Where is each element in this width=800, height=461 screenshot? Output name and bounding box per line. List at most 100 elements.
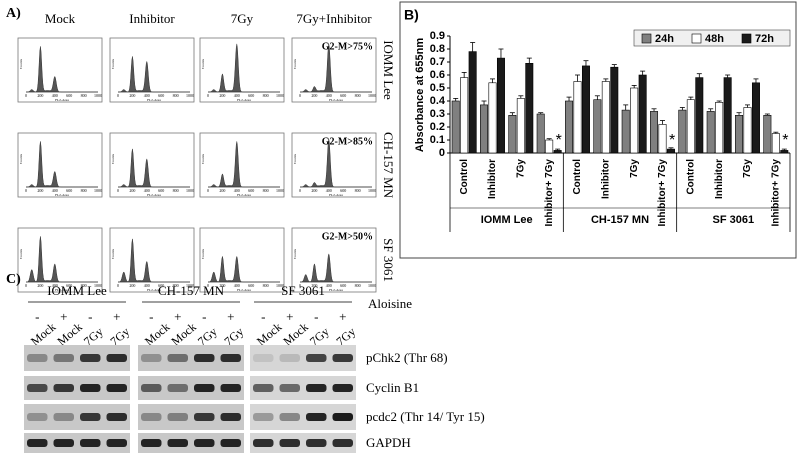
error-bar xyxy=(509,112,515,116)
treatment-sign: + xyxy=(339,309,346,324)
histogram-tick-label: 200 xyxy=(129,283,135,288)
x-tick-label: Inhibitor xyxy=(600,159,611,199)
histogram: 0 200 400 600 800 1000 FL2-Area Counts xyxy=(109,227,195,293)
bar xyxy=(735,115,744,154)
histogram-tick-label: 600 xyxy=(340,188,346,193)
histogram-tick-label: 400 xyxy=(326,93,332,98)
histogram-tick-label: 600 xyxy=(158,283,164,288)
y-tick-label: 0.9 xyxy=(430,30,445,42)
error-bar xyxy=(640,70,646,75)
error-bar xyxy=(498,48,504,59)
blot-band xyxy=(279,439,300,447)
histogram: 0 200 400 600 800 1000 FL2-Area Counts xyxy=(17,132,103,198)
treatment-sign: - xyxy=(314,309,318,324)
error-bar xyxy=(679,107,685,111)
y-tick-label: 0.4 xyxy=(430,95,446,107)
histogram-tick-label: 200 xyxy=(311,188,317,193)
blot-band xyxy=(106,439,127,447)
histogram: 0 200 400 600 800 1000 FL2-Area Counts G2-M>50% xyxy=(291,227,377,293)
histogram-tick-label: 0 xyxy=(299,93,301,98)
blot-band xyxy=(279,384,300,392)
histogram-y-label: Counts xyxy=(19,153,23,164)
error-bar xyxy=(526,57,532,64)
blot-band xyxy=(27,384,48,392)
blot-band xyxy=(106,413,127,421)
treatment-sign: - xyxy=(149,309,153,324)
blot-band xyxy=(80,439,101,447)
histogram-tick-label: 1000 xyxy=(276,283,284,288)
error-bar xyxy=(555,148,561,151)
error-bar xyxy=(764,113,770,116)
histogram-x-label: FL2-Area xyxy=(147,98,161,102)
histogram-tick-label: 1000 xyxy=(368,188,376,193)
panel-frame xyxy=(399,1,797,259)
histogram-tick-label: 800 xyxy=(173,188,179,193)
column-title: Inhibitor xyxy=(129,11,175,26)
error-bar xyxy=(688,96,694,100)
histogram-tick-label: 200 xyxy=(37,93,43,98)
bar xyxy=(581,65,590,154)
bar xyxy=(780,150,789,154)
blot-band xyxy=(306,413,327,421)
panel-label: A) xyxy=(6,6,21,21)
gate-annotation: G2-M>50% xyxy=(322,231,373,242)
group-label: CH-157 MN xyxy=(591,214,649,226)
histogram: 0 200 400 600 800 1000 FL2-Area Counts xyxy=(17,227,103,293)
histogram-x-label: FL2-Area xyxy=(55,98,69,102)
histogram-tick-label: 800 xyxy=(263,93,269,98)
histogram-x-label: FL2-Area xyxy=(55,193,69,197)
group-label: IOMM Lee xyxy=(481,214,533,226)
blot-band xyxy=(253,384,274,392)
histogram-tick-label: 200 xyxy=(219,283,225,288)
blot-band xyxy=(141,384,162,392)
row-label: IOMM Lee xyxy=(381,40,396,100)
x-tick-label: Control xyxy=(685,159,696,195)
bar xyxy=(743,107,752,154)
histogram-tick-label: 400 xyxy=(144,93,150,98)
y-tick-label: 0.2 xyxy=(430,121,445,133)
histogram-tick-label: 600 xyxy=(66,188,72,193)
treatment-sign: - xyxy=(88,309,92,324)
bar xyxy=(715,102,724,154)
histogram-frame xyxy=(199,37,285,103)
histogram-y-label: Counts xyxy=(293,58,297,69)
histogram-y-label: Counts xyxy=(201,58,205,69)
error-bar xyxy=(696,73,702,78)
histogram-tick-label: 800 xyxy=(81,93,87,98)
blot-band xyxy=(220,439,241,447)
blot-band xyxy=(106,384,127,392)
blot-band xyxy=(106,354,127,362)
blot-band xyxy=(27,354,48,362)
histogram-y-label: Counts xyxy=(111,248,115,259)
histogram-tick-label: 200 xyxy=(219,93,225,98)
histogram-tick-label: 600 xyxy=(158,93,164,98)
bar xyxy=(638,74,647,154)
histogram-tick-label: 1000 xyxy=(368,283,376,288)
histogram-tick-label: 200 xyxy=(311,93,317,98)
bar xyxy=(451,100,460,154)
histogram-tick-label: 0 xyxy=(207,188,209,193)
histogram-y-label: Counts xyxy=(201,248,205,259)
x-tick-label: 7Gy xyxy=(515,159,526,178)
error-bar xyxy=(623,104,629,111)
bar xyxy=(525,62,534,154)
histogram-y-label: Counts xyxy=(293,248,297,259)
histogram-y-label: Counts xyxy=(111,58,115,69)
histogram: 0 200 400 600 800 1000 FL2-Area Counts xyxy=(199,132,285,198)
panel-a: A) Mock Inhibitor 7Gy 7Gy+Inhibitor IOMM Lee… xyxy=(6,6,396,293)
histogram-tick-label: 600 xyxy=(248,283,254,288)
significance-mark: * xyxy=(782,132,788,149)
histogram-tick-label: 200 xyxy=(219,188,225,193)
histogram-frame xyxy=(17,37,103,103)
bar xyxy=(666,148,675,154)
x-tick-label: Control xyxy=(572,159,583,195)
bar xyxy=(723,77,732,154)
blot-band xyxy=(194,354,215,362)
bar xyxy=(751,82,760,154)
bar xyxy=(695,77,704,154)
x-tick-label: Inhibitor xyxy=(487,159,498,199)
error-bar xyxy=(781,148,787,151)
x-tick-label: Inhibitor+ 7Gy xyxy=(544,159,555,227)
histogram: 0 200 400 600 800 1000 FL2-Area Counts xyxy=(109,132,195,198)
histogram: 0 200 400 600 800 1000 FL2-Area Counts G2-M>75% xyxy=(291,37,377,103)
